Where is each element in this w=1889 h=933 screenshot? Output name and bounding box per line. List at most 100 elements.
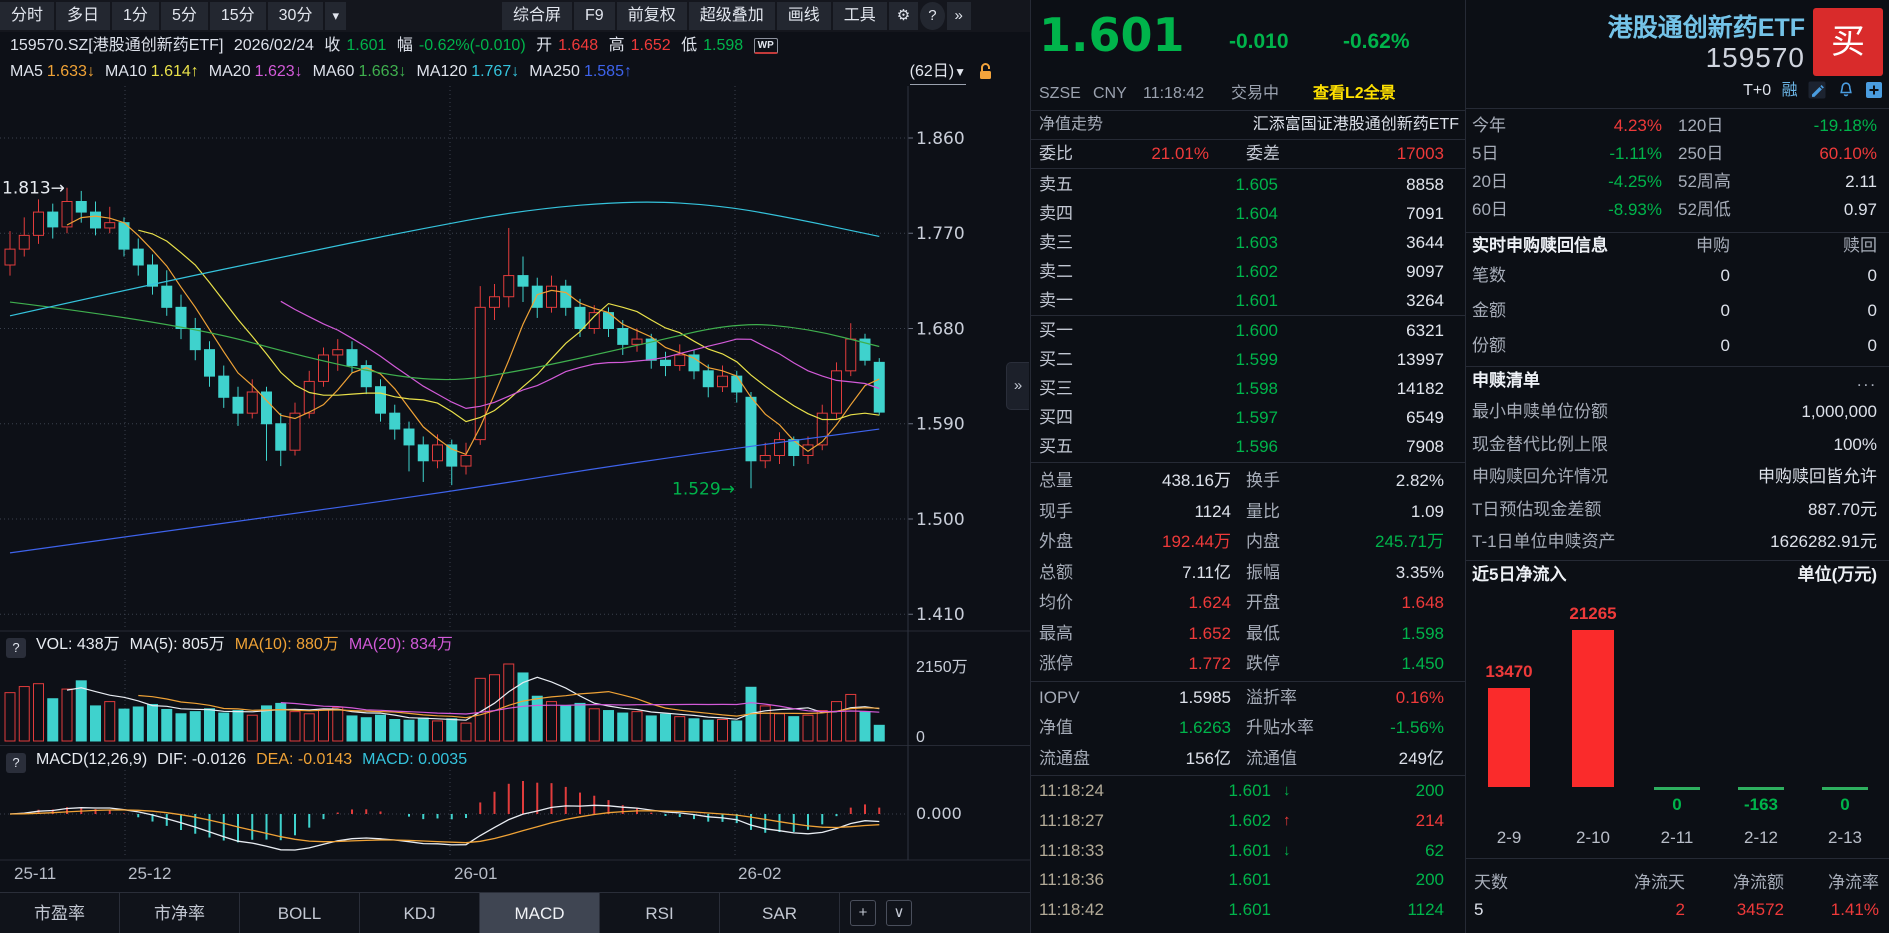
- tick-size: 200: [1415, 870, 1444, 890]
- stat-value: 0.16%: [1395, 687, 1444, 707]
- bid-row[interactable]: 买五 1.596 7908: [1031, 432, 1465, 461]
- toolbar-composite-screen-button[interactable]: 综合屏: [502, 2, 573, 30]
- help-icon[interactable]: ?: [920, 2, 945, 30]
- indicator-tab-市盈率[interactable]: 市盈率: [0, 893, 120, 933]
- buy-button[interactable]: 买: [1813, 8, 1883, 76]
- nav-trend-row[interactable]: 净值走势 汇添富国证港股通创新药ETF: [1031, 111, 1465, 140]
- lock-icon[interactable]: [977, 62, 994, 89]
- indicator-tab-RSI[interactable]: RSI: [600, 893, 720, 933]
- tick-time: 11:18:33: [1039, 840, 1104, 860]
- bid-row-size: 6549: [1406, 408, 1444, 427]
- period-tab-15min[interactable]: 15分: [209, 2, 266, 30]
- ask-row-price: 1.602: [1235, 262, 1278, 281]
- bid-row-label: 买三: [1039, 379, 1073, 398]
- more-chevrons-icon[interactable]: »: [946, 2, 971, 30]
- cr-label: 金额: [1472, 301, 1506, 320]
- high-label: 高: [608, 37, 625, 54]
- tick-row: 11:18:24 1.601 ↓ 200: [1031, 776, 1465, 806]
- l2-panorama-link[interactable]: 查看L2全景: [1313, 85, 1396, 102]
- ask-row-label: 卖一: [1039, 291, 1073, 310]
- panel-collapse-handle[interactable]: »: [1006, 362, 1029, 410]
- period-range-selector[interactable]: (62日)▼: [909, 60, 966, 85]
- ma-value-MA10: 1.614↑: [150, 63, 199, 80]
- period-tab-1min[interactable]: 1分: [112, 2, 159, 30]
- perf-value: -4.25%: [1608, 172, 1662, 191]
- range-value: -0.62%(-0.010): [418, 37, 526, 54]
- arrow-down-icon: ↓: [1283, 841, 1291, 859]
- ask-row-price: 1.605: [1235, 175, 1278, 194]
- ma-value-MA20: 1.623↓: [254, 63, 303, 80]
- ma-label-MA120: MA120: [416, 63, 468, 80]
- indicator-tab-SAR[interactable]: SAR: [720, 893, 840, 933]
- kline-volume-macd-chart[interactable]: 1.860 1.770 1.680 1.590 1.500 1.410 1.813→ 1.52…: [0, 86, 1030, 892]
- indicator-tab-市净率[interactable]: 市净率: [120, 893, 240, 933]
- toolbar-super-overlay-button[interactable]: 超级叠加: [688, 2, 775, 30]
- indicator-tab-KDJ[interactable]: KDJ: [360, 893, 480, 933]
- ask-row[interactable]: 卖一 1.601 3264: [1031, 286, 1465, 315]
- collapse-pane-button[interactable]: ∨: [886, 900, 912, 926]
- x-axis-label: 25-12: [128, 864, 172, 883]
- ask-row-size: 7091: [1406, 204, 1444, 223]
- toolbar-tools-button[interactable]: 工具: [832, 2, 887, 30]
- commission-ratio-value: 21.01%: [1151, 144, 1209, 163]
- perf-value: -19.18%: [1813, 116, 1877, 135]
- ask-row[interactable]: 卖三 1.603 3644: [1031, 228, 1465, 257]
- stat-value: 156亿: [1185, 748, 1231, 768]
- settings-gear-icon[interactable]: ⚙: [888, 2, 919, 30]
- alert-bell-icon[interactable]: [1837, 81, 1855, 106]
- toolbar-f9-button[interactable]: F9: [574, 2, 615, 30]
- stat-value: 1.772: [1188, 654, 1231, 673]
- tick-price: 1.601: [1228, 900, 1271, 920]
- period-dropdown-icon[interactable]: ▾: [325, 2, 346, 30]
- list-label: T-1日单位申赎资产: [1472, 532, 1616, 551]
- performance-row: 60日 -8.93% 52周低 0.97: [1466, 196, 1889, 224]
- footer-value: 1.41%: [1830, 900, 1879, 919]
- flow-zero-line: [1738, 787, 1784, 790]
- macd-help-icon[interactable]: ?: [6, 753, 26, 773]
- price-change: -0.010: [1229, 30, 1289, 53]
- ask-row[interactable]: 卖四 1.604 7091: [1031, 199, 1465, 228]
- period-tab-30min[interactable]: 30分: [267, 2, 324, 30]
- macd-legend: ? MACD(12,26,9) DIF: -0.0126 DEA: -0.0143 MA…: [0, 747, 1005, 773]
- edit-pencil-icon[interactable]: [1808, 81, 1826, 106]
- indicator-tab-MACD[interactable]: MACD: [480, 893, 600, 933]
- stock-name[interactable]: 港股通创新药ETF: [1607, 14, 1805, 42]
- ask-row[interactable]: 卖二 1.602 9097: [1031, 257, 1465, 286]
- indicator-tab-BOLL[interactable]: BOLL: [240, 893, 360, 933]
- cr-redeem-value: 0: [1867, 266, 1877, 285]
- add-indicator-button[interactable]: +: [850, 900, 876, 926]
- stat-value: 1.648: [1401, 593, 1444, 612]
- performance-grid: 今年 4.23% 120日 -19.18% 5日 -1.11% 250日 60.10% 20日 -…: [1466, 112, 1889, 224]
- bid-row-price: 1.600: [1235, 321, 1278, 340]
- ask-row[interactable]: 卖五 1.605 8858: [1031, 170, 1465, 199]
- list-row: T-1日单位申赎资产 1626282.91元: [1466, 526, 1889, 559]
- tick-time: 11:18:27: [1039, 810, 1104, 830]
- stat-label: 流通值: [1246, 748, 1297, 768]
- svg-text:1.590: 1.590: [916, 415, 965, 435]
- list-value: 1626282.91元: [1770, 532, 1877, 551]
- svg-text:1.770: 1.770: [916, 224, 965, 244]
- bid-row[interactable]: 买四 1.597 6549: [1031, 403, 1465, 432]
- arrow-up-icon: ↑: [1283, 811, 1291, 829]
- volume-help-icon[interactable]: ?: [6, 638, 26, 658]
- period-tab-multiday[interactable]: 多日: [56, 2, 111, 30]
- margin-badge: 融: [1781, 82, 1798, 99]
- bid-row[interactable]: 买一 1.600 6321: [1031, 316, 1465, 345]
- stat-label: 总量: [1039, 471, 1073, 490]
- period-tab-5min[interactable]: 5分: [160, 2, 208, 30]
- orderbook-divider: [1031, 462, 1465, 463]
- more-ellipsis[interactable]: ...: [1856, 371, 1877, 390]
- net-inflow-bar-chart: 13470 2-9 21265 2-10 0 2-11 -163 2-12 0 2-13: [1466, 590, 1889, 859]
- toolbar-draw-line-button[interactable]: 画线: [776, 2, 831, 30]
- period-tab-intraday[interactable]: 分时: [0, 2, 55, 30]
- bid-row[interactable]: 买三 1.598 14182: [1031, 374, 1465, 403]
- bid-row[interactable]: 买二 1.599 13997: [1031, 345, 1465, 374]
- toolbar-forward-adjust-button[interactable]: 前复权: [616, 2, 687, 30]
- wp-monitor-icon[interactable]: WP: [753, 38, 778, 54]
- volume-legend-item: MA(20): 834万: [348, 636, 453, 653]
- add-plus-icon[interactable]: [1865, 81, 1883, 106]
- flow-date-label: 2-9: [1496, 828, 1522, 847]
- perf-value: -1.11%: [1609, 144, 1662, 163]
- stat-label: 净值: [1039, 718, 1073, 737]
- trading-status: 交易中: [1231, 85, 1280, 102]
